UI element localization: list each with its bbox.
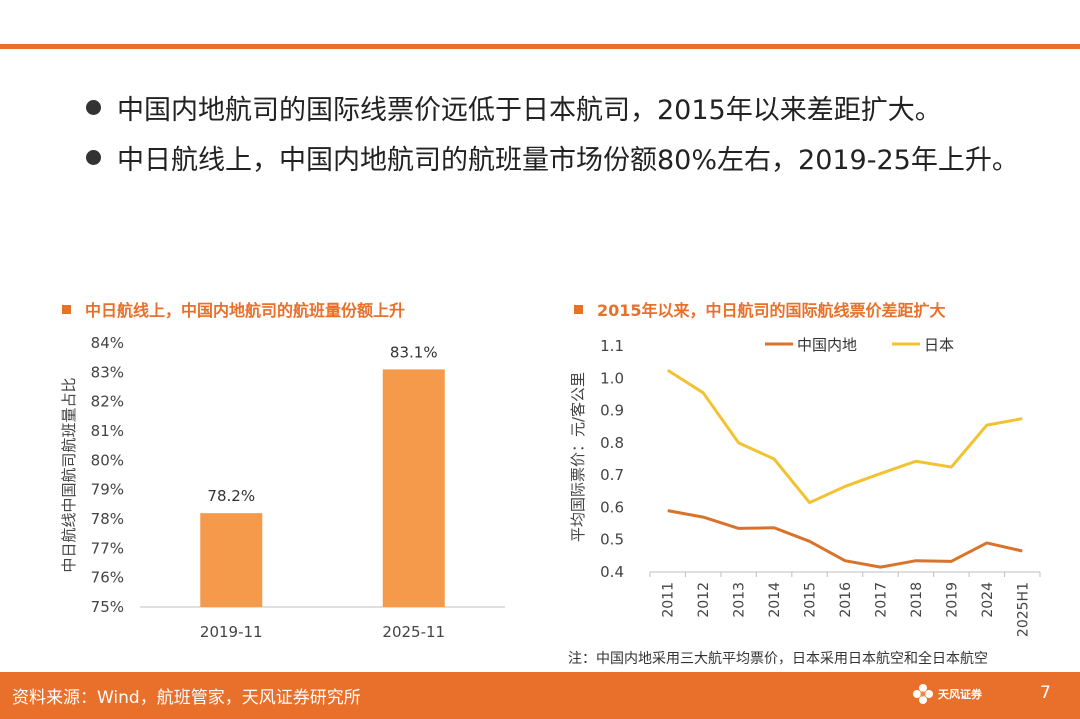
bar-y-tick-label: 80%	[91, 451, 124, 469]
source-text: 资料来源：Wind，航班管家，天风证券研究所	[12, 688, 361, 708]
line-y-tick-label: 1.0	[600, 369, 624, 387]
line-x-tick-label: 2015	[803, 582, 819, 618]
bar-2019-11	[200, 513, 263, 607]
bar-y-tick-label: 78%	[91, 510, 124, 528]
line-x-tick-label: 2024	[980, 582, 996, 618]
bar-x-tick-label: 2019-11	[200, 623, 263, 641]
series-line-日本	[666, 368, 1023, 505]
page-number: 7	[1040, 683, 1051, 703]
bullet-item: 中国内地航司的国际线票价远低于日本航司，2015年以来差距扩大。	[86, 82, 1066, 132]
footer-bar	[0, 672, 1080, 719]
line-y-axis-label: 平均国际票价：元/客公里	[569, 372, 587, 542]
footnote: 注：中国内地采用三大航平均票价，日本采用日本航空和全日本航空	[568, 651, 988, 667]
series-line-中国内地	[667, 509, 1023, 569]
header-rule	[0, 44, 1080, 49]
line-y-tick-label: 0.5	[600, 531, 624, 549]
line-x-tick-label: 2025H1	[1015, 582, 1031, 637]
bar-x-tick-label: 2025-11	[382, 623, 445, 641]
bar-y-tick-label: 77%	[91, 539, 124, 557]
bar-chart-title: 中日航线上，中国内地航司的航班量份额上升	[62, 297, 405, 321]
line-chart-title: 2015年以来，中日航司的国际航线票价差距扩大	[574, 297, 946, 321]
bullet-text: 中日航线上，中国内地航司的航班量市场份额80%左右，2019-25年上升。	[117, 144, 1019, 176]
bar-data-label: 78.2%	[207, 487, 255, 505]
square-bullet-icon	[62, 304, 71, 314]
line-x-tick-label: 2013	[732, 582, 748, 618]
line-y-tick-label: 0.6	[600, 498, 624, 516]
line-y-tick-label: 0.9	[600, 402, 624, 420]
legend-label: 日本	[924, 336, 954, 354]
line-x-tick-label: 2014	[767, 582, 783, 618]
bar-2025-11	[382, 369, 445, 607]
bar-y-tick-label: 82%	[91, 393, 124, 411]
flower-logo-icon	[913, 684, 933, 704]
bullet-dot-icon	[86, 99, 101, 115]
line-y-tick-label: 0.8	[600, 434, 624, 452]
bar-y-axis-label: 中日航线中国航司航班量占比	[60, 377, 78, 572]
line-x-tick-label: 2016	[838, 582, 854, 618]
bullet-list: 中国内地航司的国际线票价远低于日本航司，2015年以来差距扩大。 中日航线上，中…	[86, 82, 1066, 182]
bar-y-tick-label: 79%	[91, 481, 124, 499]
square-bullet-icon	[574, 304, 583, 314]
bar-data-label: 83.1%	[390, 343, 438, 361]
bullet-dot-icon	[86, 149, 101, 165]
line-y-tick-label: 0.4	[600, 563, 624, 581]
bar-y-tick-label: 83%	[91, 363, 124, 381]
legend-label: 中国内地	[797, 336, 857, 354]
bullet-item: 中日航线上，中国内地航司的航班量市场份额80%左右，2019-25年上升。	[86, 132, 1066, 182]
line-y-tick-label: 1.1	[600, 337, 624, 355]
line-y-tick-label: 0.7	[600, 466, 624, 484]
line-x-tick-label: 2019	[944, 582, 960, 618]
line-x-tick-label: 2012	[696, 582, 712, 618]
line-x-tick-label: 2018	[909, 582, 925, 618]
bar-y-tick-label: 76%	[91, 569, 124, 587]
line-x-tick-label: 2011	[661, 582, 677, 618]
bullet-text: 中国内地航司的国际线票价远低于日本航司，2015年以来差距扩大。	[117, 94, 942, 126]
bar-y-tick-label: 84%	[91, 334, 124, 352]
line-x-tick-label: 2017	[873, 582, 889, 618]
bar-y-tick-label: 81%	[91, 422, 124, 440]
bar-y-tick-label: 75%	[91, 598, 124, 616]
brand-logo: 天风证券	[912, 683, 982, 705]
